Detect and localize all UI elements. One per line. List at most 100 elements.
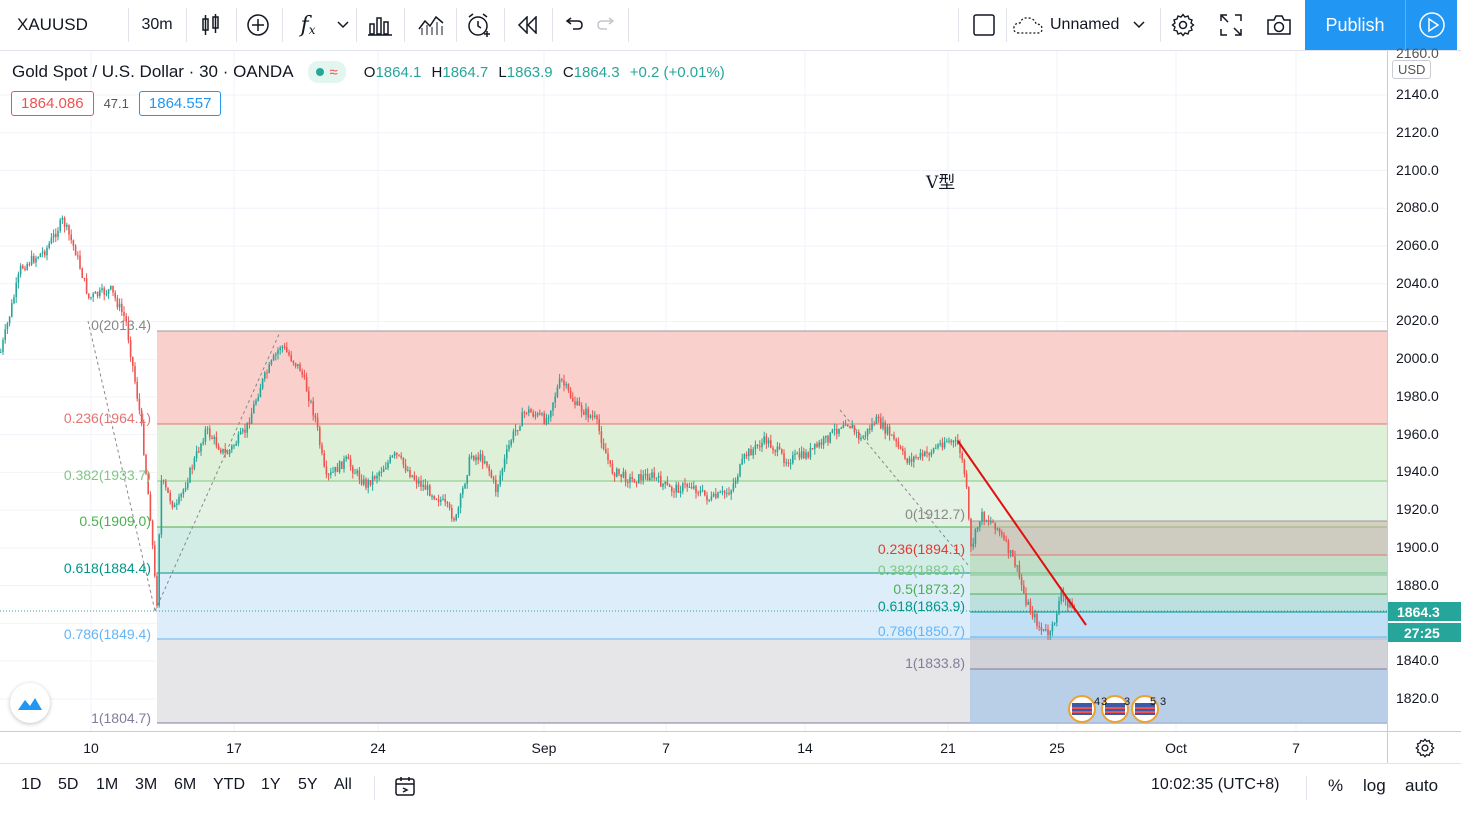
layout-name-button[interactable]: Unnamed [1012,0,1152,50]
undo-button[interactable] [556,0,590,50]
candle-body [644,473,647,476]
candle-body [926,451,928,454]
fib-retracement-2[interactable] [839,409,1387,724]
layout-select-button[interactable] [964,0,1004,50]
candle-body [481,454,484,464]
candle-body [367,480,369,488]
indicators-dropdown[interactable] [332,0,354,50]
symbol-title[interactable]: Gold Spot / U.S. Dollar · 30 · OANDA [12,62,294,81]
percent-scale-toggle[interactable]: % [1328,776,1344,795]
candle-body [635,482,638,484]
candle-body [585,408,587,415]
redo-button[interactable] [590,0,624,50]
candle-body [972,543,974,547]
snapshot-button[interactable] [1258,0,1300,50]
chart-pane[interactable]: 0(2013.4) 0.236(1964.1) 0.382(1933.7) 0.5(1… [0,51,1387,731]
range-1d-button[interactable]: 1D [21,776,42,793]
fib1-trend-line [87,320,156,612]
financials-button[interactable] [360,0,400,50]
camera-icon [1267,15,1291,35]
candle-body [754,444,757,450]
date-range-button[interactable] [394,776,418,803]
time-axis[interactable]: 10 17 24 Sep 7 14 21 25 Oct 7 [0,731,1387,763]
bar-countdown: 27:25 [1388,623,1461,642]
price-chart[interactable]: 0(2013.4) 0.236(1964.1) 0.382(1933.7) 0.5(1… [0,51,1387,731]
candles-style-button[interactable] [190,0,232,50]
settings-button[interactable] [1162,0,1204,50]
templates-button[interactable] [410,0,452,50]
fx-icon: f [300,12,309,38]
event-badge[interactable]: 4 [1068,695,1100,723]
candle-body [1056,613,1058,623]
range-ytd-button[interactable]: YTD [213,776,245,793]
candle-body [259,388,262,398]
sell-price-button[interactable]: 1864.086 [11,91,94,116]
auto-scale-toggle[interactable]: auto [1405,776,1439,795]
candle-body [462,488,464,495]
range-1y-button[interactable]: 1Y [261,776,281,793]
candle-body [602,443,605,450]
price-tick-label: 2120.0 [1396,123,1439,140]
candle-body [517,430,519,432]
range-all-button[interactable]: All [334,776,352,793]
candle-body [442,498,444,500]
range-3m-button[interactable]: 3M [135,776,158,793]
candle-body [767,440,770,444]
publish-options-button[interactable] [1405,0,1457,50]
range-1m-button[interactable]: 1M [96,776,119,793]
candle-body [693,486,695,489]
candle-body [594,415,596,417]
price-tick-label: 2060.0 [1396,236,1439,253]
event-badge[interactable]: 3 3 [1101,695,1130,723]
range-6m-button[interactable]: 6M [174,776,197,793]
candle-body [822,437,825,445]
fib2-level-label: 0.5(1873.2) [893,581,965,597]
candle-body [1031,611,1034,618]
candle-body [1029,601,1032,612]
currency-label[interactable]: USD [1392,60,1432,79]
price-tick-label: 1960.0 [1396,425,1439,442]
fib1-level-label: 0.236(1964.1) [64,410,151,426]
alert-button[interactable] [458,0,500,50]
candle-body [398,454,400,456]
tradingview-logo-button[interactable] [10,683,50,723]
market-status-badge[interactable]: ≈ [307,61,346,83]
fib2-level-label: 0.382(1882.6) [878,562,965,578]
candle-body [138,398,141,411]
replay-button[interactable] [508,0,548,50]
economic-events[interactable]: 4 3 3 5 3 [1068,695,1166,723]
candle-body [607,453,609,461]
candle-body [180,494,182,497]
rewind-icon [517,16,537,34]
candle-body [11,303,13,317]
candle-body [484,461,486,464]
symbol-search-button[interactable]: XAUUSD [17,15,88,34]
fullscreen-button[interactable] [1210,0,1252,50]
candle-body [68,224,70,235]
buy-price-button[interactable]: 1864.557 [138,91,222,116]
candle-body [946,441,948,443]
candle-body [730,490,732,495]
range-5d-button[interactable]: 5D [58,776,79,793]
candle-body [28,263,31,265]
event-count: 3 [1160,696,1166,708]
time-tick-label: 14 [797,740,813,756]
clock-timezone-button[interactable]: 10:02:35 (UTC+8) [1151,776,1280,793]
candle-body [22,265,24,269]
range-5y-button[interactable]: 5Y [298,776,318,793]
event-badge[interactable]: 5 3 [1131,695,1166,723]
downtrend-line[interactable] [957,440,1087,626]
candle-body [136,381,138,399]
log-scale-toggle[interactable]: log [1363,776,1386,795]
pattern-annotation[interactable]: V型 [925,173,955,193]
candle-body [224,448,226,453]
compare-button[interactable] [238,0,278,50]
candle-body [435,498,438,500]
publish-button[interactable]: Publish [1305,0,1405,50]
axis-settings-button[interactable] [1387,731,1461,763]
candle-body [506,449,508,459]
time-tick-label: 7 [662,740,670,756]
interval-button[interactable]: 30m [141,16,173,33]
price-axis[interactable]: 2160.0 USD 2140.0 2120.0 2100.0 2080.0 2060.… [1387,45,1461,731]
